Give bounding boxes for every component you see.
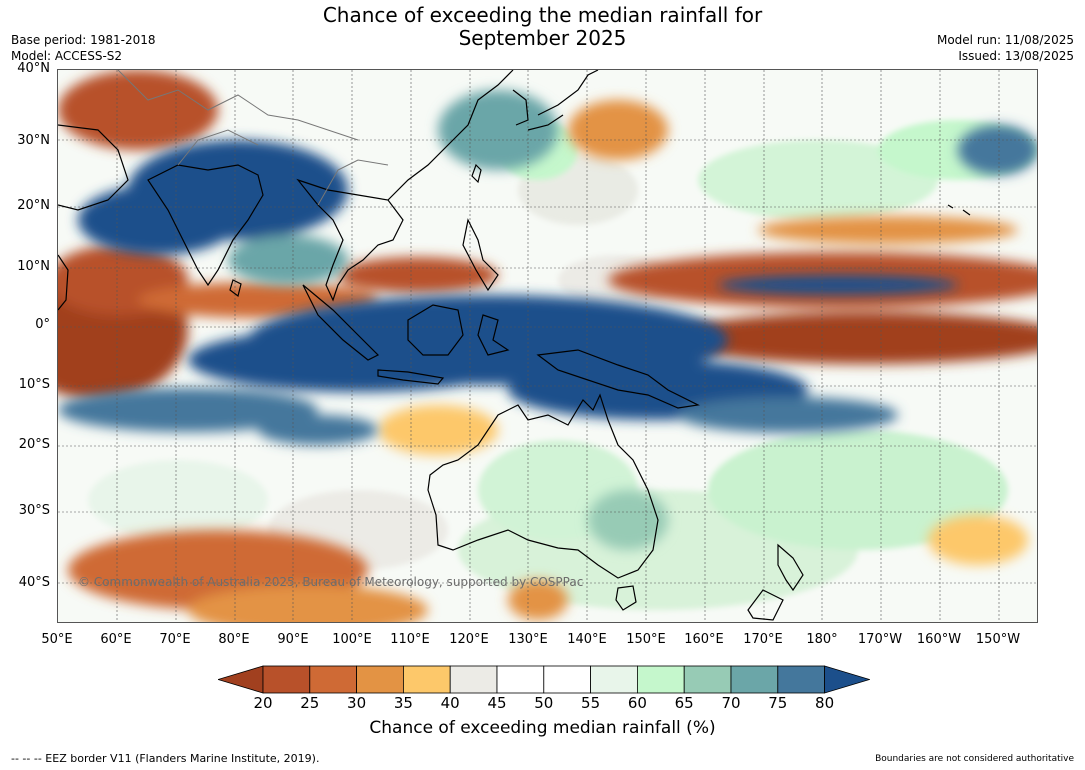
colorbar-tick-60: 60 (627, 694, 647, 712)
title-line-1: Chance of exceeding the median rainfall … (322, 3, 763, 27)
colorbar-tick-70: 70 (721, 694, 741, 712)
colorbar-tick-50: 50 (534, 694, 554, 712)
lon-label-70e: 70°E (159, 632, 191, 647)
lon-label-180: 180° (806, 632, 838, 647)
base-period: Base period: 1981-2018 (11, 33, 156, 47)
lat-label-40n: 40°N (17, 61, 50, 76)
taiwan-coastline (471, 163, 482, 184)
arabia-coastline (58, 124, 129, 211)
lon-label-150e: 150°E (626, 632, 666, 647)
model-run: Model run: 11/08/2025 (936, 33, 1074, 47)
lon-label-80e: 80°E (218, 632, 250, 647)
lat-label-30n: 30°N (17, 133, 50, 148)
title-line-2: September 2025 (458, 26, 627, 50)
lat-label-0: 0° (35, 317, 50, 332)
lon-label-170e: 170°E (743, 632, 783, 647)
colorbar-swatch-9 (636, 665, 685, 694)
lat-label-10s: 10°S (18, 377, 50, 392)
colorbar-swatch-5 (449, 665, 498, 694)
colorbar-tick-40: 40 (440, 694, 460, 712)
colorbar-swatch-10 (683, 665, 732, 694)
borneo-coastline (407, 304, 464, 356)
java-coastline (377, 369, 445, 385)
tasmania-coastline (615, 585, 637, 611)
sulawesi-coastline (477, 314, 510, 356)
map-canvas: © Commonwealth of Australia 2025, Bureau… (58, 70, 1037, 622)
new-zealand-coastline (747, 543, 804, 621)
colorbar-tick-80: 80 (815, 694, 835, 712)
colorbar-tick-20: 20 (253, 694, 273, 712)
colorbar-swatch-12 (777, 665, 825, 694)
coastlines (58, 70, 971, 621)
lon-label-170w: 170°W (857, 632, 903, 647)
colorbar-arrow-low (218, 665, 264, 694)
sri-lanka-coastline (229, 279, 242, 298)
colorbar-swatch-3 (356, 665, 404, 694)
model-name: Model: ACCESS-S2 (11, 49, 123, 63)
colorbar-swatch-7 (543, 665, 591, 694)
africa-coastline (58, 254, 69, 311)
issued-date: Issued: 13/08/2025 (958, 49, 1074, 63)
lon-label-50e: 50°E (41, 632, 73, 647)
indochina-coastline (296, 178, 404, 302)
lat-label-30s: 30°S (18, 503, 50, 518)
map-title: Chance of exceeding the median rainfall … (0, 4, 1085, 50)
lon-label-160w: 160°W (916, 632, 962, 647)
japan-coastline (527, 70, 599, 131)
lon-label-130e: 130°E (508, 632, 548, 647)
australia-coastline (427, 393, 659, 579)
colorbar-tick-65: 65 (674, 694, 694, 712)
east-asia-coastline (387, 70, 514, 201)
colorbar-tick-75: 75 (768, 694, 788, 712)
lat-label-10n: 10°N (17, 259, 50, 274)
wet-regions (58, 90, 1037, 550)
colorbar-tick-30: 30 (347, 694, 367, 712)
lon-label-120e: 120°E (449, 632, 489, 647)
colorbar-tick-25: 25 (300, 694, 320, 712)
graticule (58, 70, 1037, 622)
india-coastline (147, 164, 264, 287)
colorbar-tick-55: 55 (581, 694, 601, 712)
meta-right: Model run: 11/08/2025 Issued: 13/08/2025 (937, 32, 1074, 64)
colorbar-swatch-6 (496, 665, 545, 694)
lat-label-40s: 40°S (18, 575, 50, 590)
colorbar (218, 665, 870, 694)
colorbar-swatch-2 (309, 665, 358, 694)
boundaries-disclaimer: Boundaries are not considered authoritat… (875, 754, 1074, 764)
meta-left: Base period: 1981-2018 Model: ACCESS-S2 (11, 32, 156, 64)
colorbar-tick-35: 35 (393, 694, 413, 712)
lat-label-20n: 20°N (17, 198, 50, 213)
lon-label-60e: 60°E (100, 632, 132, 647)
philippines-coastline (462, 218, 499, 292)
lon-label-110e: 110°E (390, 632, 430, 647)
colorbar-arrow-high (824, 665, 870, 694)
lon-label-140e: 140°E (567, 632, 607, 647)
country-borders (117, 70, 389, 206)
colorbar-swatches (218, 665, 870, 694)
colorbar-tick-45: 45 (487, 694, 507, 712)
colorbar-swatch-1 (262, 665, 311, 694)
lon-label-160e: 160°E (684, 632, 724, 647)
copyright-notice: © Commonwealth of Australia 2025, Bureau… (78, 575, 583, 589)
sumatra-coastline (302, 284, 380, 361)
lat-label-20s: 20°S (18, 437, 50, 452)
colorbar-title: Chance of exceeding median rainfall (%) (369, 718, 716, 738)
eez-border-note: -- -- -- EEZ border V11 (Flanders Marine… (11, 752, 320, 765)
hawaii-islands (947, 204, 971, 216)
colorbar-swatch-8 (590, 665, 638, 694)
new-guinea-coastline (536, 349, 700, 409)
colorbar-swatch-4 (402, 665, 451, 694)
colorbar-swatch-11 (730, 665, 779, 694)
forecast-map: © Commonwealth of Australia 2025, Bureau… (57, 69, 1038, 623)
lon-label-150w: 150°W (975, 632, 1021, 647)
korea-coastline (512, 89, 529, 126)
lon-label-100e: 100°E (332, 632, 372, 647)
lon-label-90e: 90°E (277, 632, 309, 647)
